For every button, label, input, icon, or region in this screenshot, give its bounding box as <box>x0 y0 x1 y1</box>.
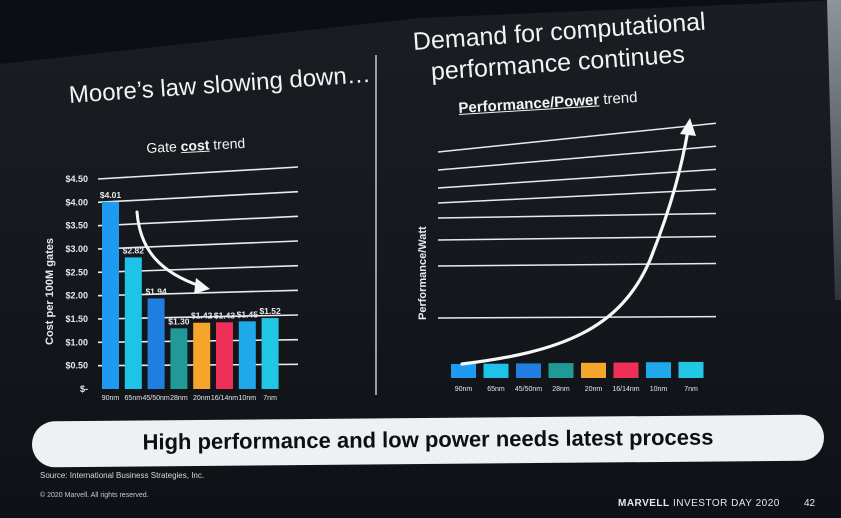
gridline <box>437 212 717 219</box>
data-label: $1.45 <box>237 309 259 319</box>
event-name: INVESTOR DAY 2020 <box>672 498 780 509</box>
x-tick-label: 20nm <box>193 395 211 402</box>
data-label: $4.01 <box>100 190 122 200</box>
bar-45/50nm <box>516 363 541 378</box>
bar-20nm <box>581 362 606 378</box>
bar-10nm <box>238 321 256 389</box>
gridline <box>97 215 299 227</box>
bar-20nm <box>193 322 211 389</box>
x-tick-label: 20nm <box>585 386 603 393</box>
gridline <box>437 168 717 189</box>
x-tick-label: 90nm <box>455 386 473 393</box>
y-tick-label: $2.50 <box>65 267 88 277</box>
trend-arrow <box>135 210 202 288</box>
growth-arrow <box>460 128 690 366</box>
x-tick-label: 7nm <box>684 386 698 393</box>
bar-90nm <box>451 364 476 378</box>
banner-text: High performance and low power needs lat… <box>142 424 714 455</box>
bar-90nm <box>102 201 119 389</box>
bar-16/14nm <box>216 322 233 389</box>
bar-65nm <box>483 363 509 378</box>
page-number: 42 <box>804 498 816 509</box>
bar-45/50nm <box>147 298 165 389</box>
x-tick-label: 28nm <box>170 395 188 402</box>
brand-name: MARVELL <box>618 498 670 509</box>
gridline <box>437 188 717 204</box>
x-tick-label: 16/14nm <box>612 386 639 393</box>
y-tick-label: $1.50 <box>65 314 88 324</box>
x-tick-label: 45/50nm <box>515 386 542 393</box>
gridline <box>437 262 717 267</box>
y-tick-label: $4.50 <box>65 174 88 184</box>
data-label: $1.30 <box>168 316 190 326</box>
data-label: $1.52 <box>259 306 281 316</box>
gridline <box>97 240 299 250</box>
data-label: $2.82 <box>123 245 145 255</box>
data-label: $1.94 <box>145 286 167 296</box>
y-tick-label: $3.00 <box>65 244 88 254</box>
gridline <box>437 235 717 241</box>
trend-arrow-head <box>194 278 210 294</box>
x-tick-label: 90nm <box>102 395 120 402</box>
bar-28nm <box>170 328 188 389</box>
x-tick-label: 10nm <box>239 395 257 402</box>
bar-7nm <box>261 318 279 389</box>
x-tick-label: 10nm <box>650 386 668 393</box>
section-divider <box>375 55 377 395</box>
gate-cost-chart: $- $0.50 $1.00 $1.50 $2.00 $2.50 $3.00 $3.50 $4.… <box>65 166 299 402</box>
x-tick-label: 65nm <box>125 395 143 402</box>
y-tick-label: $- <box>80 384 88 394</box>
gridline <box>437 315 717 319</box>
gridline <box>437 145 717 171</box>
y-tick-label: $3.50 <box>65 221 88 231</box>
x-tick-label: 45/50nm <box>142 395 169 402</box>
bar-28nm <box>548 363 574 378</box>
data-label: $1.42 <box>191 311 213 321</box>
gridline <box>97 190 299 204</box>
perf-power-chart: 90nm 65nm 45/50nm 28nm 20nm 16/14nm 10nm 7nm <box>437 118 717 393</box>
x-tick-label: 65nm <box>487 386 505 393</box>
copyright-note: © 2020 Marvell. All rights reserved. <box>40 492 149 499</box>
y-tick-label: $2.00 <box>65 291 88 301</box>
key-message-banner: High performance and low power needs lat… <box>31 414 825 468</box>
bar-65nm <box>124 257 142 389</box>
y-tick-label: $1.00 <box>65 337 88 347</box>
growth-arrow-head <box>680 118 696 136</box>
x-tick-label: 16/14nm <box>211 395 238 402</box>
footer-brand: MARVELL INVESTOR DAY 2020 <box>618 498 780 509</box>
bar-7nm <box>678 361 704 378</box>
x-tick-label: 7nm <box>263 395 277 402</box>
gridline <box>437 122 717 153</box>
data-label: $1.43 <box>214 310 236 320</box>
gate-cost-y-axis-label: Cost per 100M gates <box>44 238 56 345</box>
bar-10nm <box>646 362 671 378</box>
bar-16/14nm <box>613 362 639 378</box>
y-tick-label: $0.50 <box>65 361 88 371</box>
source-note: Source: International Business Strategie… <box>40 471 205 480</box>
perf-y-axis-label: Performance/Watt <box>417 226 429 320</box>
x-tick-label: 28nm <box>552 386 570 393</box>
gridline <box>97 166 299 180</box>
y-tick-label: $4.00 <box>65 197 88 207</box>
